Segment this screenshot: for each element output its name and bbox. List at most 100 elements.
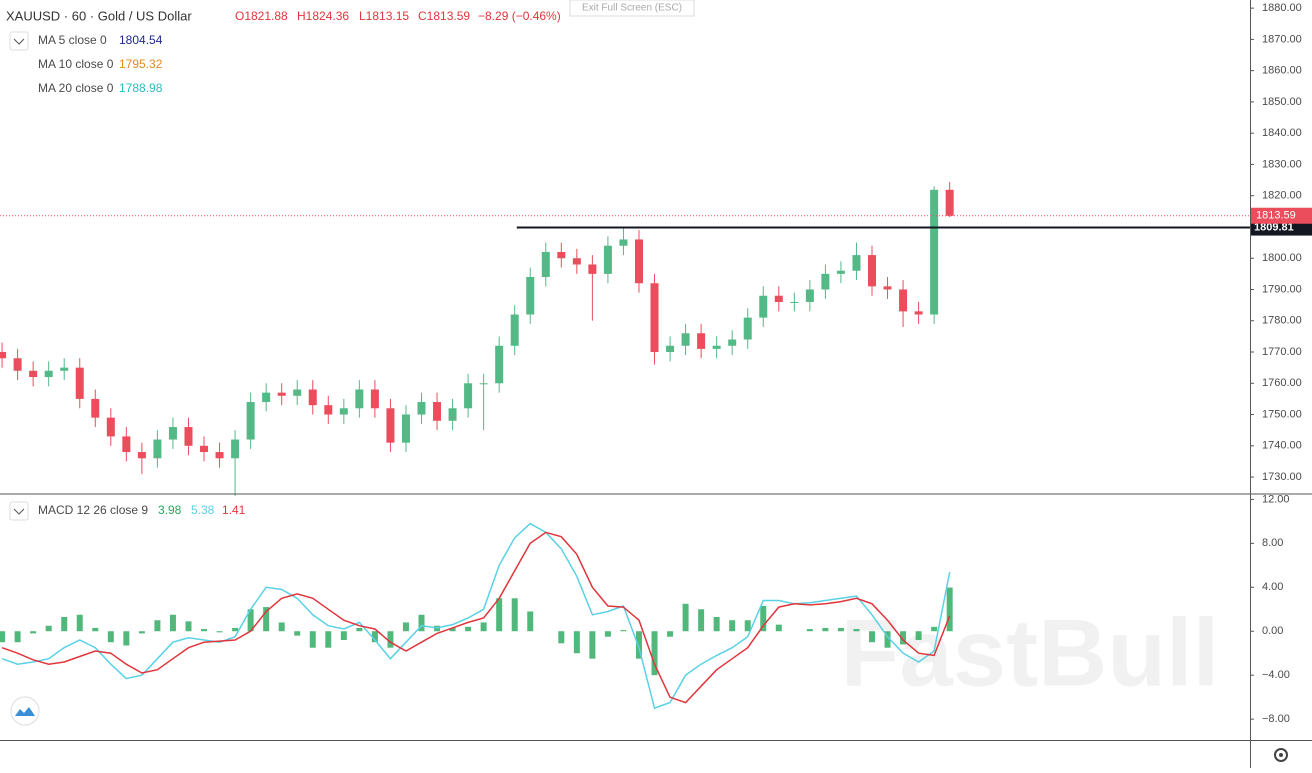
indicator-value: 5.38 bbox=[191, 503, 215, 517]
candle-body bbox=[417, 402, 426, 415]
histogram-bar bbox=[232, 627, 239, 632]
histogram-bar bbox=[573, 631, 580, 654]
candle-body bbox=[44, 370, 53, 378]
candle-body bbox=[603, 245, 612, 274]
symbol-title: XAUUSD · 60 · Gold / US Dollar bbox=[6, 8, 192, 23]
y-tick-label: 1760.00 bbox=[1262, 377, 1302, 389]
candle-body bbox=[370, 389, 379, 409]
ohlc-open: O1821.88 bbox=[235, 9, 288, 23]
candle-body bbox=[821, 273, 830, 290]
candle-body bbox=[324, 405, 333, 415]
histogram-bar bbox=[449, 627, 456, 632]
y-tick-label: 1850.00 bbox=[1262, 96, 1302, 108]
indicator-value: 1795.32 bbox=[119, 57, 163, 71]
histogram-bar bbox=[154, 620, 161, 632]
histogram-bar bbox=[775, 624, 782, 632]
axes: 1730.00 1740.00 1750.00 1760.00 1770.00 1780.… bbox=[38, 2, 1312, 725]
y-tick-label: 1820.00 bbox=[1262, 190, 1302, 202]
y-tick-label: 1800.00 bbox=[1262, 252, 1302, 264]
histogram-bar bbox=[418, 614, 425, 632]
macd-line bbox=[1, 531, 951, 704]
candle-body bbox=[526, 276, 535, 315]
indicator-title: MACD 12 26 close 9 bbox=[38, 503, 148, 517]
y-tick-label: 1860.00 bbox=[1262, 65, 1302, 77]
collapse-icon[interactable] bbox=[13, 38, 25, 45]
histogram-bar bbox=[729, 620, 736, 632]
histogram-bar bbox=[294, 631, 301, 636]
indicator-value: 1.41 bbox=[222, 503, 246, 517]
y-tick-label: 1770.00 bbox=[1262, 346, 1302, 358]
histogram-bar bbox=[822, 627, 829, 632]
histogram-bar bbox=[169, 614, 176, 632]
candle-body bbox=[293, 389, 302, 396]
exit-button[interactable] bbox=[569, 0, 695, 17]
histogram-bar bbox=[371, 631, 378, 643]
y-tick-label: 1730.00 bbox=[1262, 471, 1302, 483]
logo-button[interactable] bbox=[10, 696, 40, 726]
histogram-bar bbox=[14, 631, 21, 643]
y-tick-label: 12.00 bbox=[1262, 493, 1290, 505]
histogram-bar bbox=[216, 631, 223, 633]
candle-body bbox=[277, 392, 286, 396]
candle-body bbox=[759, 295, 768, 318]
histogram-bar bbox=[760, 605, 767, 632]
price-label-bg bbox=[1251, 207, 1312, 224]
histogram-bar bbox=[635, 631, 642, 659]
candle-body bbox=[557, 251, 566, 259]
candle-body bbox=[836, 270, 845, 274]
candle-body bbox=[743, 317, 752, 340]
y-tick-label: 0.00 bbox=[1262, 625, 1283, 637]
candle-body bbox=[184, 427, 193, 446]
candle-body bbox=[666, 345, 675, 353]
settings-icon-center[interactable] bbox=[1279, 753, 1283, 757]
candle-body bbox=[355, 389, 364, 409]
histogram-bar bbox=[558, 631, 565, 644]
candle-body bbox=[0, 352, 7, 359]
histogram-bar bbox=[138, 631, 145, 634]
settings-icon[interactable] bbox=[1274, 748, 1288, 762]
candle-body bbox=[510, 314, 519, 346]
candle-body bbox=[464, 383, 473, 409]
collapse-button[interactable] bbox=[9, 31, 29, 51]
histogram-bar bbox=[884, 631, 891, 648]
candle-body bbox=[137, 452, 146, 459]
histogram-bar bbox=[480, 622, 487, 632]
histogram-bar bbox=[387, 631, 394, 648]
histogram-bar bbox=[107, 631, 114, 643]
candle-body bbox=[168, 427, 177, 440]
candle-body bbox=[588, 264, 597, 274]
indicator-name: MA 5 close 0 bbox=[38, 33, 107, 47]
histogram-bar bbox=[402, 622, 409, 632]
histogram-bar bbox=[651, 631, 658, 676]
y-tick-label: 4.00 bbox=[1262, 581, 1283, 593]
y-tick-label: 8.00 bbox=[1262, 537, 1283, 549]
exit-button-label[interactable]: Exit Full Screen (ESC) bbox=[582, 3, 682, 14]
candle-body bbox=[75, 367, 84, 399]
histogram-bar bbox=[278, 622, 285, 632]
indicator-value: 1804.54 bbox=[119, 33, 163, 47]
candle-body bbox=[308, 389, 317, 406]
candle-body bbox=[448, 408, 457, 421]
histogram-bar bbox=[713, 616, 720, 632]
candle-body bbox=[712, 345, 721, 349]
histogram-bar bbox=[868, 631, 875, 643]
ohlc-high: H1824.36 bbox=[297, 9, 349, 23]
histogram-bar bbox=[325, 631, 332, 648]
histogram-bar bbox=[682, 603, 689, 632]
histogram-bar bbox=[123, 631, 130, 646]
collapse-button[interactable] bbox=[9, 501, 29, 521]
candle-body bbox=[246, 402, 255, 440]
histogram-bar bbox=[946, 587, 953, 632]
collapse-icon[interactable] bbox=[13, 508, 25, 515]
histogram-bar bbox=[589, 631, 596, 659]
watermark: FastBull bbox=[841, 599, 1220, 706]
logo-icon[interactable] bbox=[15, 707, 35, 716]
candle-body bbox=[899, 289, 908, 312]
candle-body bbox=[215, 452, 224, 459]
histogram-bar bbox=[698, 609, 705, 632]
indicator-name: MA 10 close 0 bbox=[38, 57, 114, 71]
histogram-bar bbox=[465, 626, 472, 632]
indicator-value: 1788.98 bbox=[119, 81, 163, 95]
candle-body bbox=[805, 289, 814, 302]
